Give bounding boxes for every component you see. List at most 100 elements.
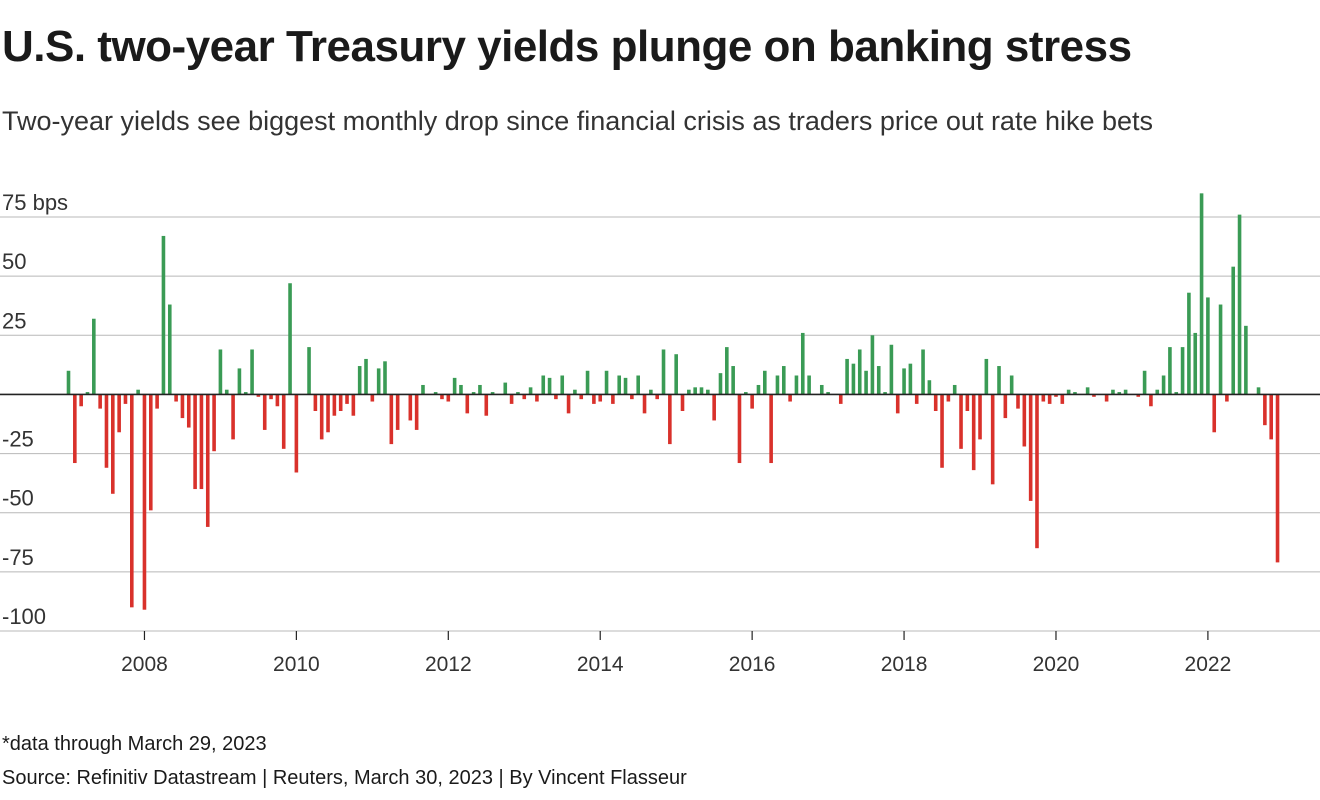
bar: [864, 370, 868, 395]
bar: [775, 375, 780, 395]
bar: [1060, 394, 1065, 404]
bar: [1041, 394, 1046, 402]
bar: [807, 375, 811, 395]
bar: [636, 375, 640, 395]
bar: [592, 394, 596, 404]
bar: [243, 392, 248, 395]
bar: [611, 394, 615, 404]
bar: [275, 394, 280, 407]
y-tick-label: -75: [2, 545, 34, 570]
bar: [1022, 394, 1027, 447]
y-tick-label: -25: [2, 427, 34, 452]
bar: [1073, 392, 1077, 395]
bar: [1206, 297, 1210, 395]
bar: [104, 394, 109, 468]
bar: [921, 349, 925, 395]
bar: [826, 392, 830, 395]
bar: [1035, 394, 1039, 549]
bar: [66, 370, 71, 395]
x-tick-label: 2010: [273, 653, 320, 676]
bar: [345, 394, 349, 404]
bar: [819, 384, 824, 395]
bar: [997, 366, 1001, 395]
bar: [1123, 389, 1128, 395]
bar: [319, 394, 324, 440]
y-tick-label: 25: [2, 308, 26, 333]
y-tick-label: -50: [2, 486, 34, 511]
bar: [566, 394, 571, 414]
source-credit: Source: Refinitiv Datastream | Reuters, …: [2, 767, 687, 789]
bar: [1263, 394, 1267, 426]
bar: [1168, 347, 1172, 395]
bar: [718, 373, 723, 395]
bar: [465, 394, 470, 414]
bar: [914, 394, 919, 404]
y-tick-label: 50: [2, 249, 26, 274]
bar: [389, 394, 394, 445]
bar: [1275, 394, 1280, 563]
bar: [313, 394, 318, 411]
bar: [199, 394, 204, 490]
bar: [1142, 370, 1147, 395]
x-tick-label: 2012: [425, 653, 472, 676]
bar: [674, 354, 678, 395]
bar: [98, 394, 102, 409]
bar: [111, 394, 115, 494]
bar: [1212, 394, 1217, 433]
bar: [167, 304, 172, 395]
bar: [161, 235, 166, 395]
x-tick-label: 2018: [881, 653, 928, 676]
bar: [193, 394, 197, 490]
bar: [326, 394, 330, 433]
bar: [471, 392, 476, 395]
bar: [364, 358, 368, 395]
bar: [908, 363, 913, 395]
bar: [528, 387, 533, 395]
bar: [1047, 394, 1052, 404]
bar: [370, 394, 375, 402]
bar: [446, 394, 451, 402]
bar: [142, 394, 147, 610]
bar: [174, 394, 178, 402]
bar: [186, 394, 191, 428]
bar: [725, 347, 729, 395]
bar: [503, 382, 508, 395]
bar: [256, 394, 261, 397]
bar: [585, 370, 590, 395]
bar: [414, 394, 419, 430]
bar: [661, 349, 666, 395]
bar: [990, 394, 995, 485]
bar: [895, 394, 900, 414]
bar: [604, 370, 609, 395]
bar: [136, 389, 140, 395]
bar: [155, 394, 159, 409]
x-tick-label: 2022: [1185, 653, 1232, 676]
bar: [781, 366, 786, 395]
bar: [357, 366, 362, 395]
bar: [148, 394, 153, 511]
bar: [769, 394, 773, 464]
bar: [800, 332, 805, 395]
bar: [395, 394, 400, 430]
bar: [351, 394, 356, 416]
bar: [205, 394, 210, 527]
bar: [598, 394, 603, 402]
bar: [1117, 392, 1122, 395]
bar: [541, 375, 546, 395]
y-tick-label: 75 bps: [2, 190, 68, 215]
bar: [484, 394, 489, 416]
bar: [421, 384, 425, 395]
bar: [706, 389, 710, 395]
bar: [984, 358, 989, 395]
bar: [522, 394, 527, 400]
bar: [1054, 394, 1058, 397]
bar: [794, 375, 799, 395]
bar: [440, 394, 444, 400]
bar: [332, 394, 337, 416]
bar: [1269, 394, 1273, 440]
bar: [649, 389, 653, 395]
bar: [838, 394, 843, 404]
bar: [889, 344, 894, 395]
bar: [845, 358, 849, 395]
bar: [927, 380, 932, 395]
